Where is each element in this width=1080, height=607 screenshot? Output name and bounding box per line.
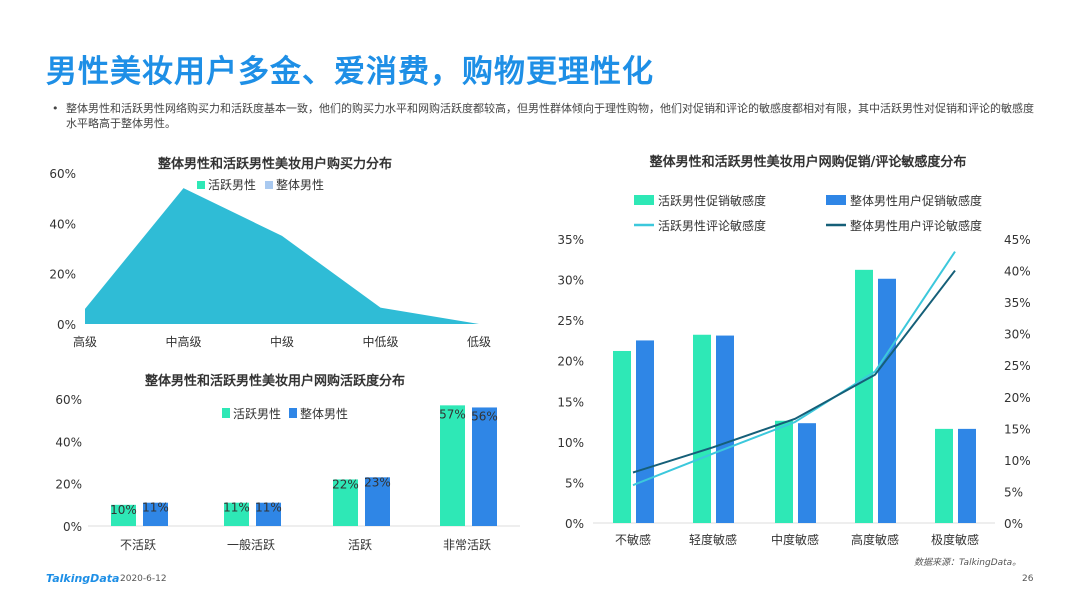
legend-label: 活跃男性促销敏感度	[658, 193, 766, 208]
x-tick-label: 一般活跃	[227, 537, 275, 552]
bar-overall	[256, 502, 281, 526]
page-title: 男性美妆用户多金、爱消费，购物更理性化	[46, 54, 654, 90]
y-right-tick-label: 10%	[1004, 454, 1031, 468]
data-label: 57%	[439, 407, 466, 421]
x-tick-label: 中低级	[362, 334, 398, 349]
x-tick-label: 中度敏感	[771, 532, 819, 547]
bar-active-promo	[693, 334, 711, 523]
y-left-tick-label: 5%	[565, 476, 584, 490]
footer-date: 2020-6-12	[120, 574, 167, 584]
bar-active	[440, 405, 465, 526]
legend-swatch	[634, 195, 654, 205]
y-right-tick-label: 25%	[1004, 359, 1031, 373]
bar-overall	[472, 407, 497, 526]
data-label: 56%	[471, 409, 498, 423]
y-tick-label: 20%	[55, 478, 82, 492]
bar-overall-promo	[798, 423, 816, 523]
y-tick-label: 60%	[49, 167, 76, 181]
chart1-title: 整体男性和活跃男性美妆用户购买力分布	[157, 156, 392, 172]
legend-label: 整体男性用户评论敏感度	[850, 218, 982, 233]
y-tick-label: 60%	[55, 393, 82, 407]
y-tick-label: 0%	[63, 520, 82, 534]
y-right-tick-label: 40%	[1004, 265, 1031, 279]
bar-overall-promo	[716, 335, 734, 523]
chart3-title: 整体男性和活跃男性美妆用户网购促销/评论敏感度分布	[649, 154, 967, 170]
chart2-title: 整体男性和活跃男性美妆用户网购活跃度分布	[144, 373, 405, 389]
legend-label: 整体男性	[276, 177, 324, 192]
data-label: 11%	[142, 501, 169, 515]
x-tick-label: 非常活跃	[443, 538, 491, 552]
bar-overall-promo	[958, 428, 976, 523]
y-tick-label: 40%	[55, 435, 82, 449]
talkingdata-logo: TalkingData	[46, 572, 120, 585]
y-right-tick-label: 20%	[1004, 391, 1031, 405]
bar-overall-promo	[878, 278, 896, 523]
legend-swatch-active	[197, 181, 205, 189]
bar-overall	[143, 502, 168, 526]
y-left-tick-label: 30%	[557, 274, 584, 288]
y-tick-label: 40%	[49, 217, 76, 231]
line-active-review	[632, 251, 956, 487]
data-label: 11%	[255, 501, 282, 515]
legend-swatch	[826, 195, 846, 205]
y-left-tick-label: 20%	[557, 355, 584, 369]
bar-active-promo	[775, 420, 793, 523]
bar-active	[224, 502, 249, 526]
x-tick-label: 轻度敏感	[689, 532, 737, 547]
bar-active	[111, 504, 136, 526]
data-label: 10%	[110, 503, 137, 517]
x-tick-label: 高度敏感	[851, 532, 899, 547]
bar-active-promo	[855, 269, 873, 523]
legend-swatch-active	[222, 408, 230, 418]
data-label: 11%	[223, 501, 250, 515]
y-left-tick-label: 15%	[557, 395, 584, 409]
description: 整体男性和活跃男性网络购买力和活跃度基本一致，他们的购买力水平和网购活跃度都较高…	[52, 101, 1042, 131]
x-tick-label: 低级	[467, 335, 491, 349]
legend-label: 活跃男性	[208, 178, 256, 192]
y-right-tick-label: 5%	[1004, 485, 1023, 499]
data-label: 23%	[364, 475, 391, 489]
x-tick-label: 不活跃	[120, 538, 156, 552]
page-number: 26	[1022, 574, 1034, 584]
legend-label: 整体男性用户促销敏感度	[850, 193, 982, 208]
x-tick-label: 极度敏感	[931, 532, 979, 547]
y-left-tick-label: 10%	[557, 436, 584, 450]
bar-active-promo	[613, 350, 631, 523]
y-tick-label: 0%	[57, 318, 76, 332]
legend-label: 整体男性	[300, 406, 348, 421]
y-left-tick-label: 25%	[557, 314, 584, 328]
data-source: 数据来源：TalkingData。	[914, 558, 1022, 568]
bar-overall	[365, 477, 390, 526]
legend-swatch-overall	[265, 181, 273, 189]
y-right-tick-label: 30%	[1004, 328, 1031, 342]
x-tick-label: 中级	[270, 334, 294, 349]
y-right-tick-label: 45%	[1004, 233, 1031, 247]
bar-active	[333, 479, 358, 526]
legend-swatch-overall	[289, 408, 297, 418]
y-left-tick-label: 35%	[557, 233, 584, 247]
bar-overall-promo	[636, 340, 654, 523]
line-overall-review	[632, 269, 956, 474]
legend-label: 活跃男性评论敏感度	[658, 218, 766, 233]
x-tick-label: 不敏感	[615, 532, 651, 547]
bar-active-promo	[935, 428, 953, 523]
data-label: 22%	[332, 477, 359, 491]
x-tick-label: 活跃	[348, 538, 372, 552]
y-right-tick-label: 0%	[1004, 517, 1023, 531]
legend-label: 活跃男性	[233, 407, 281, 421]
y-tick-label: 20%	[49, 268, 76, 282]
y-left-tick-label: 0%	[565, 517, 584, 531]
y-right-tick-label: 35%	[1004, 296, 1031, 310]
y-right-tick-label: 15%	[1004, 422, 1031, 436]
x-tick-label: 中高级	[165, 334, 201, 349]
x-tick-label: 高级	[73, 334, 97, 349]
area-series	[85, 188, 479, 324]
